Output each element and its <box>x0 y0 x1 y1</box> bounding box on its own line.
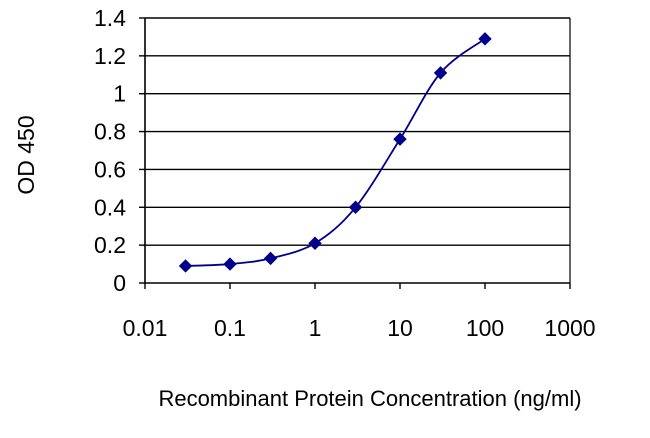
y-tick-label: 1.2 <box>94 43 126 69</box>
data-point <box>348 200 363 214</box>
series-layer <box>178 32 492 273</box>
y-tick-label: 0 <box>113 270 126 296</box>
y-tick-label: 0.2 <box>94 232 126 258</box>
data-point <box>478 32 492 46</box>
data-point <box>263 251 278 266</box>
y-axis-title: OD 450 <box>13 115 39 194</box>
data-point <box>393 132 407 146</box>
x-axis-title: Recombinant Protein Concentration (ng/ml… <box>158 386 581 411</box>
axes <box>139 17 571 289</box>
x-tick-label: 0.1 <box>214 315 246 341</box>
tick-labels: 0 0.2 0.4 0.6 0.8 1 1.2 1.4 0.01 0.1 1 10 100 1000 <box>94 5 596 341</box>
x-tick-label: 100 <box>466 315 504 341</box>
y-tick-label: 0.8 <box>94 119 126 145</box>
y-tick-label: 1.4 <box>94 5 126 31</box>
data-point <box>178 259 193 273</box>
x-tick-label: 0.01 <box>123 315 168 341</box>
y-tick-label: 0.4 <box>94 194 126 220</box>
x-tick-label: 10 <box>387 315 413 341</box>
x-tick-label: 1000 <box>544 315 595 341</box>
data-point <box>433 66 448 80</box>
y-tick-label: 0.6 <box>94 156 126 182</box>
data-point <box>308 236 322 250</box>
data-point <box>223 257 237 271</box>
gridlines <box>145 17 570 246</box>
y-tick-label: 1 <box>113 81 126 107</box>
x-tick-label: 1 <box>309 315 322 341</box>
